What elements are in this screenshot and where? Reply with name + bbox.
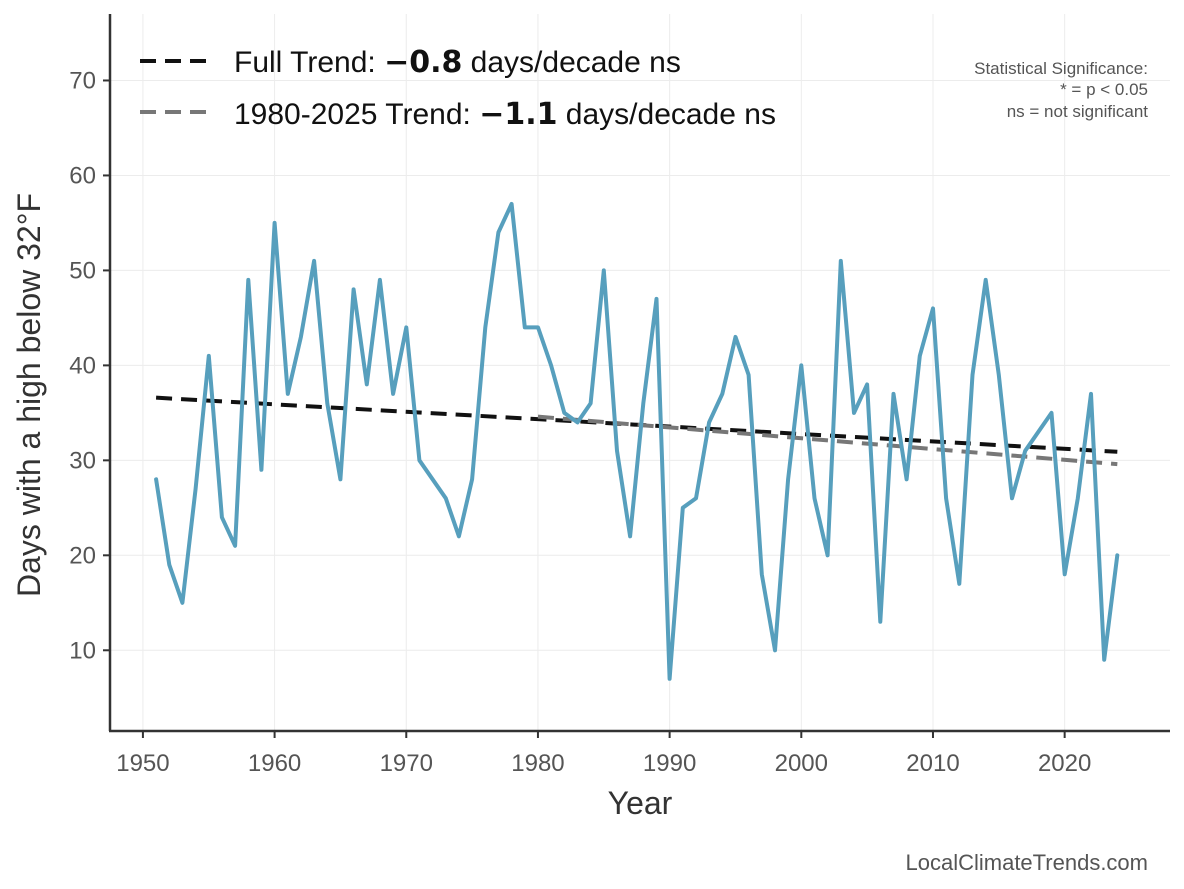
tick-marks-and-labels: 10 20 30 40 50 60 70 1950 1960 1970 1980 1990 2000 20… [69,67,1091,777]
y-tick-label: 40 [69,352,96,379]
legend: Full Trend: −0.8 days/decade ns 1980-202… [140,45,776,132]
x-tick-label: 2010 [906,750,959,777]
y-tick-label: 60 [69,162,96,189]
y-tick-label: 30 [69,447,96,474]
legend-full-trend-suffix: days/decade ns [462,46,680,79]
significance-note: Statistical Significance: * = p < 0.05 n… [974,59,1148,121]
legend-recent-trend-suffix: days/decade ns [557,98,775,131]
legend-recent-trend-prefix: 1980-2025 Trend: [234,98,479,131]
series-line-days-below-32f [154,201,1120,681]
x-axis-title: Year [608,785,673,821]
legend-label-recent-trend: 1980-2025 Trend: −1.1 days/decade ns [234,97,776,132]
y-tick-label: 20 [69,542,96,569]
x-tick-label: 2000 [775,750,828,777]
legend-recent-trend-value: −1.1 [479,97,557,132]
significance-ns: ns = not significant [1007,102,1149,121]
axes [108,14,1170,733]
x-tick-label: 2020 [1038,750,1091,777]
trend-line-full [155,395,1118,454]
trend-lines [155,395,1118,467]
x-tick-label: 1970 [380,750,433,777]
legend-full-trend-value: −0.8 [384,45,462,80]
significance-p-value: * = p < 0.05 [1060,80,1148,99]
legend-full-trend-prefix: Full Trend: [234,46,384,79]
y-axis-title: Days with a high below 32°F [11,193,47,597]
y-tick-label: 10 [69,637,96,664]
x-tick-label: 1950 [116,750,169,777]
x-tick-label: 1990 [643,750,696,777]
data-series [154,201,1120,681]
source-credit: LocalClimateTrends.com [906,850,1149,875]
x-tick-label: 1980 [511,750,564,777]
legend-label-full-trend: Full Trend: −0.8 days/decade ns [234,45,681,80]
y-tick-label: 70 [69,67,96,94]
y-tick-label: 50 [69,257,96,284]
x-tick-label: 1960 [248,750,301,777]
significance-title: Statistical Significance: [974,59,1148,78]
trend-line-1980-2025 [537,414,1118,467]
